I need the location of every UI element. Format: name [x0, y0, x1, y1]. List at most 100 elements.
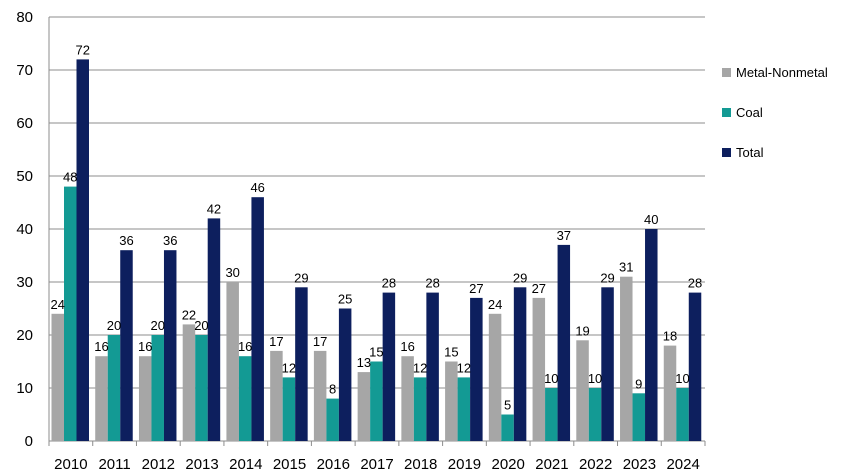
- x-tick-label: 2019: [448, 456, 481, 473]
- legend-label-metal-nonmetal: Metal-Nonmetal: [736, 64, 828, 80]
- data-label: 10: [588, 371, 602, 386]
- data-label: 36: [163, 233, 177, 248]
- data-label: 12: [457, 360, 471, 375]
- bar: [488, 313, 502, 441]
- y-tick-label: 30: [16, 274, 33, 291]
- y-axis-tick-labels: 0 10 20 30 40 50 60 70 80: [16, 9, 33, 450]
- bar: [326, 398, 339, 441]
- bar: [532, 297, 546, 441]
- x-tick-label: 2020: [492, 456, 525, 473]
- data-label: 16: [238, 339, 252, 354]
- bar: [632, 393, 646, 441]
- data-label: 9: [635, 376, 642, 391]
- bar: [601, 287, 614, 441]
- bar: [620, 276, 633, 441]
- data-label: 13: [357, 355, 371, 370]
- bar: [545, 388, 558, 441]
- legend-item-coal: Coal: [722, 102, 828, 122]
- x-tick-label: 2016: [317, 456, 350, 473]
- data-label: 15: [369, 345, 383, 360]
- y-tick-label: 0: [25, 433, 33, 450]
- bar: [401, 356, 414, 441]
- bar: [357, 372, 371, 441]
- data-label: 37: [557, 228, 571, 243]
- bar: [282, 377, 296, 441]
- y-tick-label: 40: [16, 221, 33, 238]
- x-tick-label: 2018: [404, 456, 437, 473]
- data-label: 29: [513, 270, 527, 285]
- bar: [195, 335, 208, 441]
- bar: [151, 335, 164, 441]
- data-label: 10: [675, 371, 689, 386]
- bar: [426, 292, 439, 441]
- bar: [382, 292, 396, 441]
- data-label: 17: [269, 334, 283, 349]
- data-label: 19: [575, 323, 589, 338]
- x-tick-label: 2012: [142, 456, 175, 473]
- bar: [445, 361, 458, 441]
- bar: [251, 197, 264, 441]
- data-label: 10: [544, 371, 558, 386]
- y-tick-label: 50: [16, 168, 33, 185]
- data-label: 28: [688, 276, 702, 291]
- y-tick-label: 20: [16, 327, 33, 344]
- data-label: 40: [644, 212, 658, 227]
- bar: [163, 250, 177, 441]
- data-label: 42: [207, 201, 221, 216]
- data-label: 5: [504, 398, 511, 413]
- x-tick-label: 2023: [623, 456, 656, 473]
- data-labels: 24 16 16 22 30 17 17 13 16 15 24 27 19 31 18 48 20 20 20 16…: [51, 42, 703, 412]
- bar: [645, 229, 658, 441]
- x-tick-label: 2024: [666, 456, 699, 473]
- data-label: 8: [329, 382, 336, 397]
- legend-label-coal: Coal: [736, 104, 763, 120]
- data-label: 20: [194, 318, 208, 333]
- data-label: 16: [94, 339, 108, 354]
- data-label: 27: [532, 281, 546, 296]
- data-label: 48: [63, 170, 77, 185]
- x-tick-label: 2021: [535, 456, 568, 473]
- data-label: 46: [250, 180, 264, 195]
- legend-swatch-total: [722, 147, 731, 157]
- data-label: 22: [182, 307, 196, 322]
- data-label: 29: [600, 270, 614, 285]
- x-tick-label: 2014: [229, 456, 262, 473]
- legend: Metal-Nonmetal Coal Total: [722, 62, 828, 182]
- data-label: 15: [444, 345, 458, 360]
- data-label: 27: [469, 281, 483, 296]
- bar: [313, 350, 327, 441]
- data-label: 30: [225, 265, 239, 280]
- data-label: 17: [313, 334, 327, 349]
- bar: [338, 308, 352, 441]
- y-tick-label: 70: [16, 62, 33, 79]
- data-label: 28: [425, 276, 439, 291]
- bar: [270, 350, 283, 441]
- data-label: 25: [338, 292, 352, 307]
- bar: [688, 292, 702, 441]
- bar: [95, 356, 108, 441]
- x-tick-label: 2022: [579, 456, 612, 473]
- bar: [576, 340, 589, 441]
- bar: [370, 361, 383, 441]
- data-label: 12: [413, 360, 427, 375]
- data-label: 36: [119, 233, 133, 248]
- legend-label-total: Total: [736, 144, 764, 160]
- data-label: 29: [294, 270, 308, 285]
- bar: [413, 377, 427, 441]
- data-label: 72: [76, 42, 90, 57]
- data-label: 18: [663, 329, 677, 344]
- bar: [513, 287, 527, 441]
- bar: [501, 414, 514, 441]
- bar: [107, 335, 121, 441]
- legend-swatch-coal: [722, 107, 731, 117]
- bar: [182, 324, 196, 441]
- bar: [120, 250, 133, 441]
- x-tick-label: 2013: [185, 456, 218, 473]
- bar: [64, 186, 77, 441]
- x-tick-label: 2015: [273, 456, 306, 473]
- legend-swatch-metal-nonmetal: [722, 67, 731, 77]
- data-label: 31: [619, 260, 633, 275]
- bar: [588, 388, 602, 441]
- data-label: 20: [150, 318, 164, 333]
- data-label: 16: [400, 339, 414, 354]
